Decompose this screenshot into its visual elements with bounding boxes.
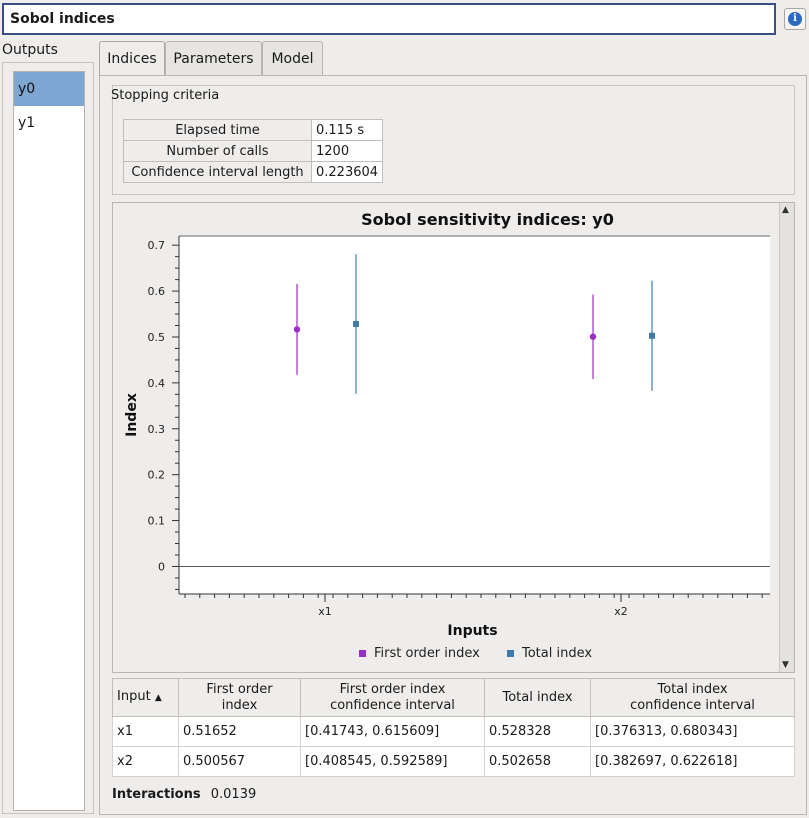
table-row: x2 0.500567 [0.408545, 0.592589] 0.50265… (112, 746, 795, 777)
col-first-order-header[interactable]: First order index (178, 678, 301, 717)
x-axis-label: Inputs (447, 623, 497, 639)
results-table: Input ▲ First order index First order in… (112, 678, 795, 777)
chart-title: Sobol sensitivity indices: y0 (361, 210, 614, 229)
y-tick-label: 0 (158, 560, 165, 573)
title-field[interactable]: Sobol indices (2, 3, 776, 35)
col-total-ci-header[interactable]: Total index confidence interval (590, 678, 795, 717)
y-tick-label: 0.1 (148, 515, 166, 528)
cell[interactable]: [0.408545, 0.592589] (300, 746, 485, 777)
stop-key: Confidence interval length (123, 161, 312, 183)
legend-swatch (507, 650, 514, 657)
y-tick-label: 0.7 (148, 239, 166, 252)
results-header-row: Input ▲ First order index First order in… (112, 678, 795, 717)
info-icon: i (788, 12, 802, 26)
interactions-value: 0.0139 (210, 787, 257, 802)
legend-label: Total index (521, 646, 592, 661)
stop-value: 1200 (310, 140, 384, 162)
sobol-chart[interactable]: Sobol sensitivity indices: y0 0 0.1 0.2 0.3 0… (113, 203, 795, 673)
outputs-list[interactable]: y0 y1 (13, 71, 85, 811)
cell[interactable]: [0.41743, 0.615609] (300, 716, 485, 747)
cell[interactable]: [0.376313, 0.680343] (590, 716, 795, 747)
chart-frame: Sobol sensitivity indices: y0 0 0.1 0.2 0.3 0… (112, 202, 795, 673)
tab-model[interactable]: Model (262, 41, 323, 75)
cell[interactable]: x1 (112, 716, 179, 747)
stop-key: Number of calls (123, 140, 312, 162)
info-button[interactable]: i (784, 8, 806, 30)
tab-parameters[interactable]: Parameters (165, 41, 262, 75)
stop-value: 0.223604 (310, 161, 384, 183)
data-point-total (353, 320, 359, 327)
output-item-y1[interactable]: y1 (18, 115, 36, 131)
output-item-y0[interactable]: y0 (14, 72, 84, 106)
col-total-header[interactable]: Total index (484, 678, 591, 717)
outputs-label: Outputs (2, 42, 58, 58)
scroll-up-icon[interactable]: ▲ (782, 205, 789, 215)
x-tick-label: x1 (318, 605, 332, 618)
cell[interactable]: 0.528328 (484, 716, 591, 747)
plot-canvas (179, 236, 770, 594)
stop-value: 0.115 s (310, 119, 384, 141)
table-row: Number of calls 1200 (123, 140, 384, 162)
table-row: Elapsed time 0.115 s (123, 119, 384, 141)
cell[interactable]: 0.500567 (178, 746, 301, 777)
interactions-label: Interactions (112, 787, 201, 802)
cell[interactable]: x2 (112, 746, 179, 777)
y-tick-label: 0.2 (148, 469, 166, 482)
data-point-first-order (589, 333, 597, 340)
stopping-criteria-title: Stopping criteria (111, 88, 220, 103)
y-tick-label: 0.4 (148, 377, 166, 390)
stop-key: Elapsed time (123, 119, 312, 141)
stopping-criteria-group (112, 85, 795, 195)
legend-swatch (359, 650, 366, 657)
scroll-down-icon[interactable]: ▼ (782, 660, 789, 670)
legend-label: First order index (374, 646, 480, 661)
sort-ascending-icon: ▲ (154, 693, 162, 703)
interactions-row: Interactions 0.0139 (112, 787, 256, 802)
chart-scrollbar[interactable]: ▲ ▼ (779, 203, 794, 672)
table-row: x1 0.51652 [0.41743, 0.615609] 0.528328 … (112, 716, 795, 747)
y-tick-label: 0.6 (148, 285, 166, 298)
data-point-total (649, 332, 655, 339)
cell[interactable]: 0.51652 (178, 716, 301, 747)
cell[interactable]: [0.382697, 0.622618] (590, 746, 795, 777)
cell[interactable]: 0.502658 (484, 746, 591, 777)
y-axis-label: Index (124, 393, 140, 437)
stopping-criteria-table: Elapsed time 0.115 s Number of calls 120… (123, 119, 384, 183)
table-row: Confidence interval length 0.223604 (123, 161, 384, 183)
data-point-first-order (293, 326, 301, 333)
y-tick-label: 0.5 (148, 331, 166, 344)
col-input-label: Input (117, 689, 151, 704)
x-tick-label: x2 (614, 605, 628, 618)
col-input-header[interactable]: Input ▲ (112, 678, 179, 717)
y-tick-label: 0.3 (148, 423, 166, 436)
col-first-order-ci-header[interactable]: First order index confidence interval (300, 678, 485, 717)
tab-indices[interactable]: Indices (99, 41, 165, 76)
outputs-panel: y0 y1 (2, 62, 94, 814)
